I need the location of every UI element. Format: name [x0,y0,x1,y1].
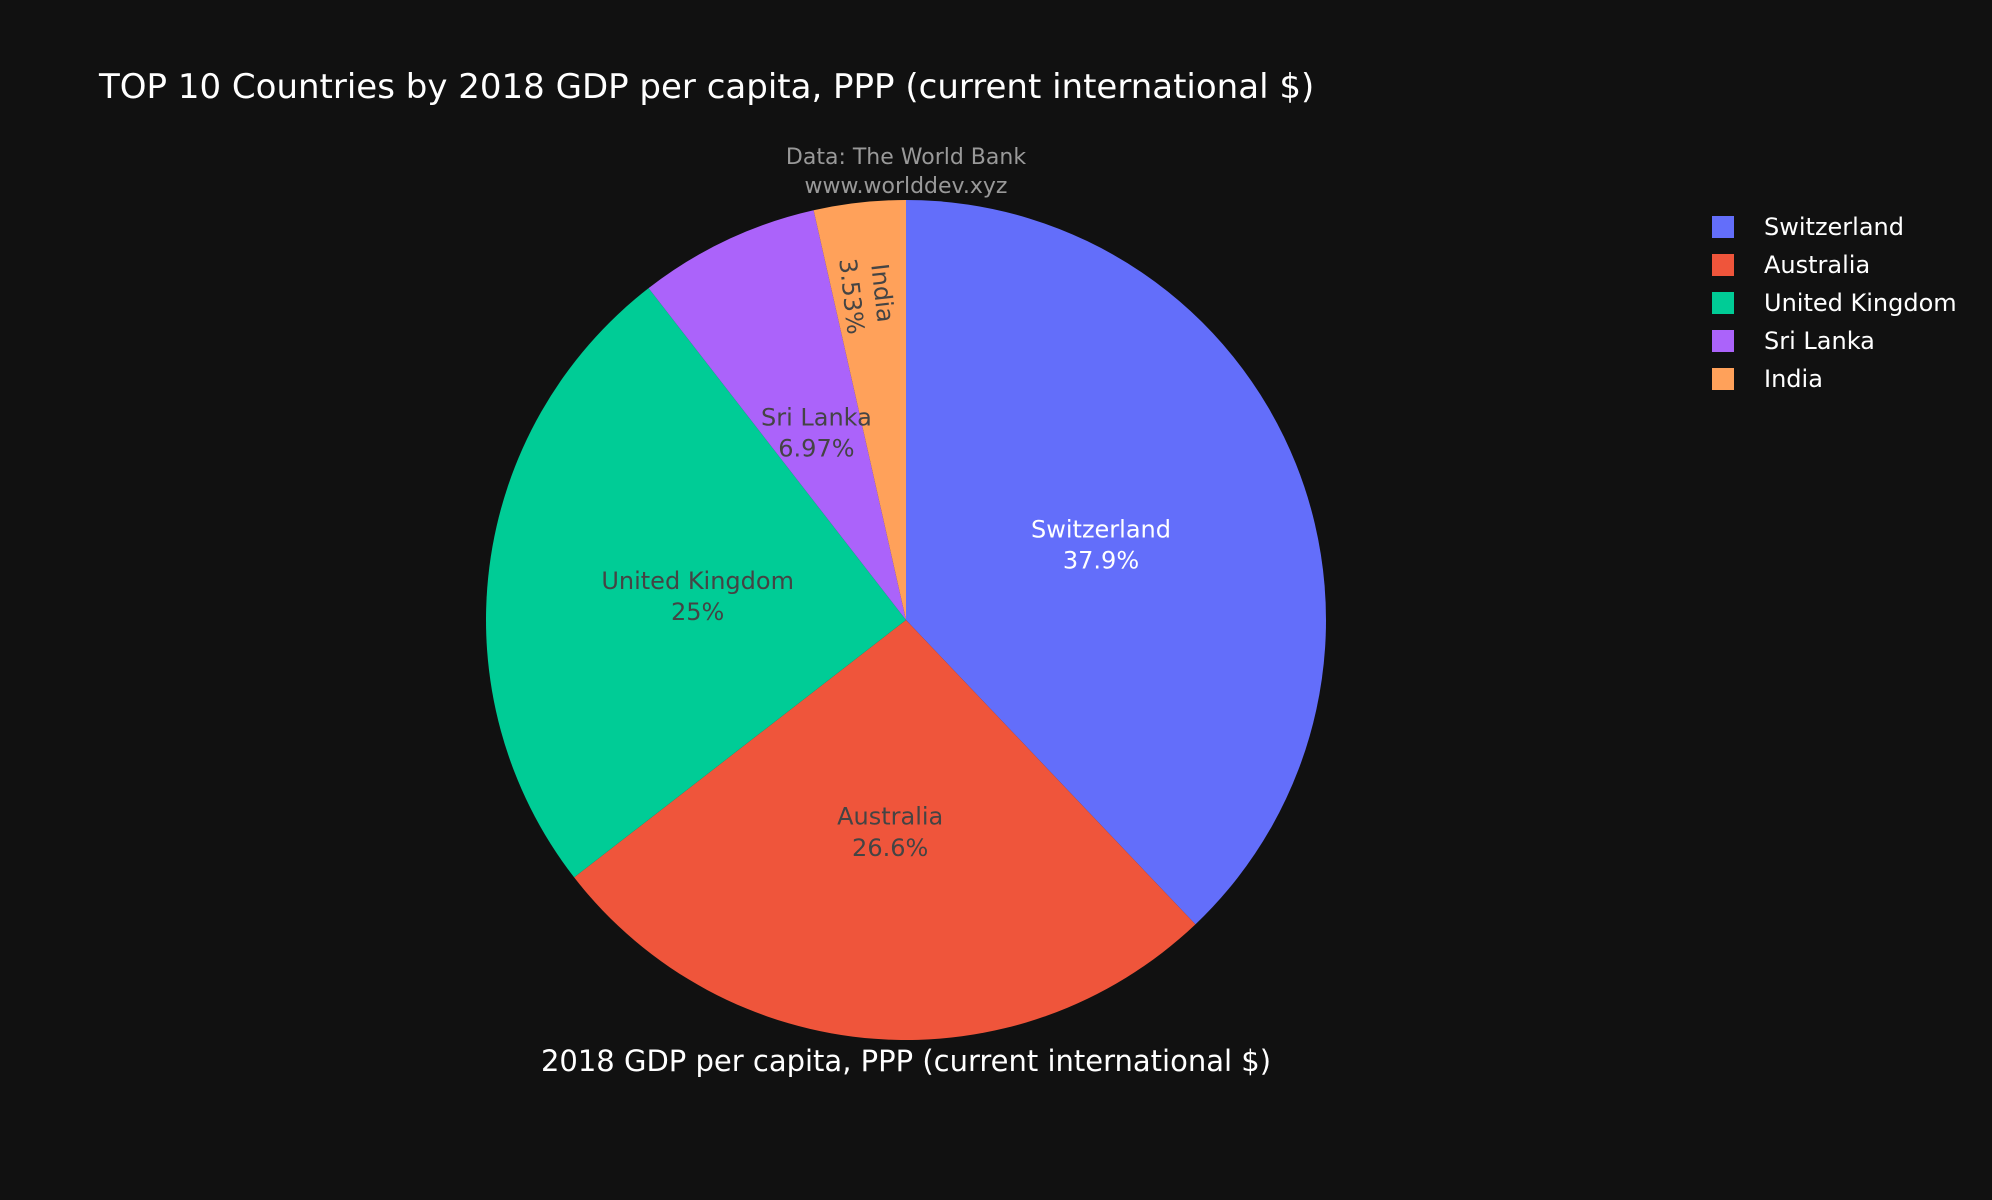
pie-slice-sri-lanka[interactable] [648,210,906,620]
source-annotation-line-2: www.worlddev.xyz [805,174,1008,199]
legend-swatch [1712,216,1734,238]
legend-item-india[interactable]: India [1712,365,1823,393]
slice-label-united-kingdom: United Kingdom 25% [601,567,794,626]
slice-label-name: United Kingdom [601,567,794,595]
slice-label-australia: Australia 26.6% [837,803,943,862]
legend-label: Sri Lanka [1764,327,1875,355]
slice-label-name: Australia [837,803,943,831]
pie-slice-labels: Switzerland 37.9% Australia 26.6% United Kin… [601,257,1171,862]
legend-item-switzerland[interactable]: Switzerland [1712,213,1904,241]
legend-swatch [1712,292,1734,314]
legend-swatch [1712,330,1734,352]
slice-label-sri-lanka: Sri Lanka 6.97% [761,403,872,462]
slice-label-percent: 25% [671,598,724,626]
slice-label-percent: 26.6% [852,834,928,862]
source-annotation-line-1: Data: The World Bank [786,145,1026,170]
legend-item-united-kingdom[interactable]: United Kingdom [1712,289,1957,317]
chart-title: TOP 10 Countries by 2018 GDP per capita,… [98,67,1314,107]
slice-label-name: Switzerland [1031,515,1171,543]
legend-swatch [1712,368,1734,390]
pie-slice-india[interactable] [813,200,906,620]
slice-label-switzerland: Switzerland 37.9% [1031,515,1171,574]
pie-slices [486,200,1327,1040]
slice-label-name: India [865,262,899,324]
legend-label: India [1764,365,1823,393]
legend-item-australia[interactable]: Australia [1712,251,1870,279]
legend: Switzerland Australia United Kingdom Sri La… [1712,213,1957,393]
slice-label-percent: 6.97% [778,434,854,462]
legend-swatch [1712,254,1734,276]
legend-label: Switzerland [1764,213,1904,241]
legend-label: United Kingdom [1764,289,1957,317]
slice-label-percent: 37.9% [1063,546,1139,574]
legend-label: Australia [1764,251,1870,279]
pie-slice-switzerland[interactable] [906,200,1327,925]
legend-item-sri-lanka[interactable]: Sri Lanka [1712,327,1875,355]
slice-label-name: Sri Lanka [761,403,872,431]
x-axis-label: 2018 GDP per capita, PPP (current intern… [541,1044,1271,1078]
pie-slice-united-kingdom[interactable] [486,288,906,878]
pie-slice-australia[interactable] [574,620,1196,1040]
